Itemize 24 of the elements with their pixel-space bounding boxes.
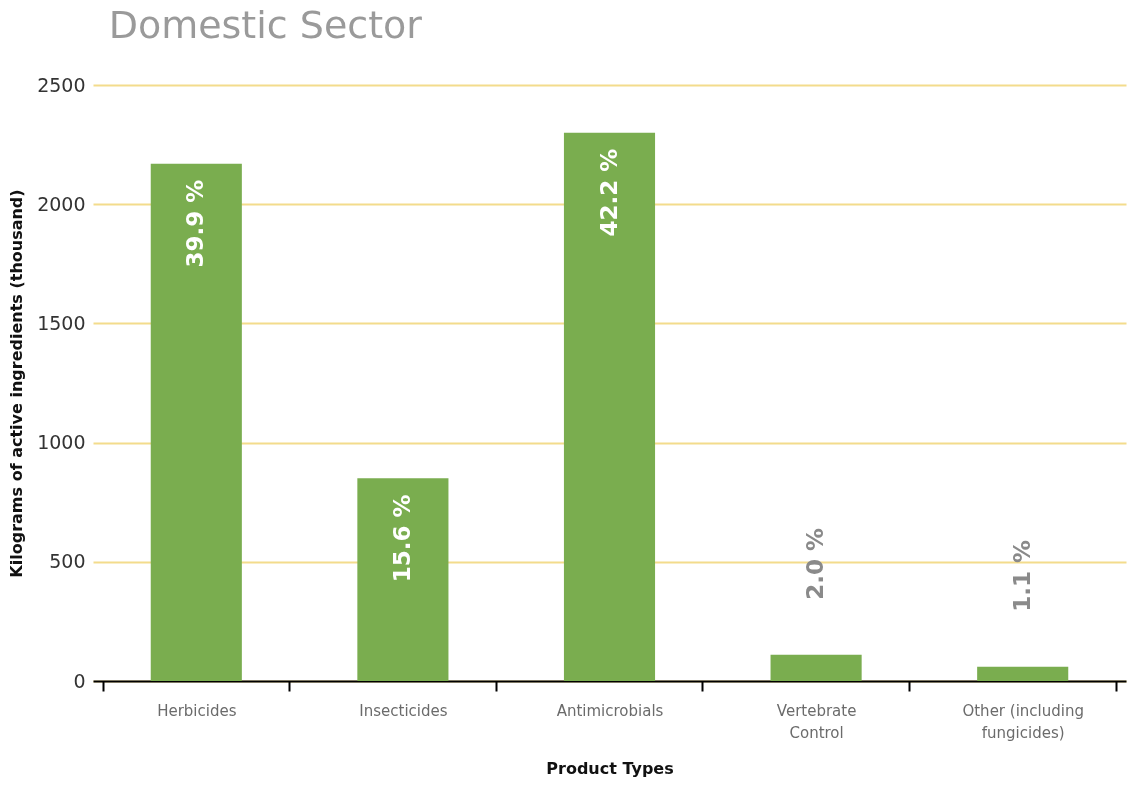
annotation: 2.0 %	[802, 527, 829, 600]
y-tick-label: 1000	[37, 431, 86, 454]
annotation: 1.1 %	[1008, 539, 1035, 612]
bar	[150, 163, 242, 681]
y-tick-label: 500	[49, 550, 86, 573]
x-tick-label: Vertebrate Control	[776, 701, 857, 742]
bar	[357, 478, 449, 681]
x-tick-label: Insecticides	[359, 701, 448, 720]
bar	[563, 132, 656, 681]
x-tick-label: Antimicrobials	[556, 701, 664, 720]
x-tick-label: Other (including fungicides)	[962, 701, 1084, 742]
y-tick-label: 2500	[37, 73, 86, 96]
x-axis-title: Product Types	[546, 758, 674, 778]
annotation: 39.9 %	[182, 179, 209, 268]
annotation: 15.6 %	[388, 494, 415, 583]
x-tick-label: Herbicides	[157, 701, 237, 720]
y-axis-title: Kilograms of active ingredients (thousand)	[7, 189, 27, 578]
annotation: 42.2 %	[595, 148, 622, 237]
bar	[977, 666, 1069, 681]
y-tick-label: 2000	[37, 192, 86, 215]
y-tick-label: 0	[73, 669, 86, 692]
chart-title: Domestic Sector	[108, 3, 423, 47]
y-tick-label: 1500	[37, 311, 86, 334]
bar	[770, 654, 862, 681]
